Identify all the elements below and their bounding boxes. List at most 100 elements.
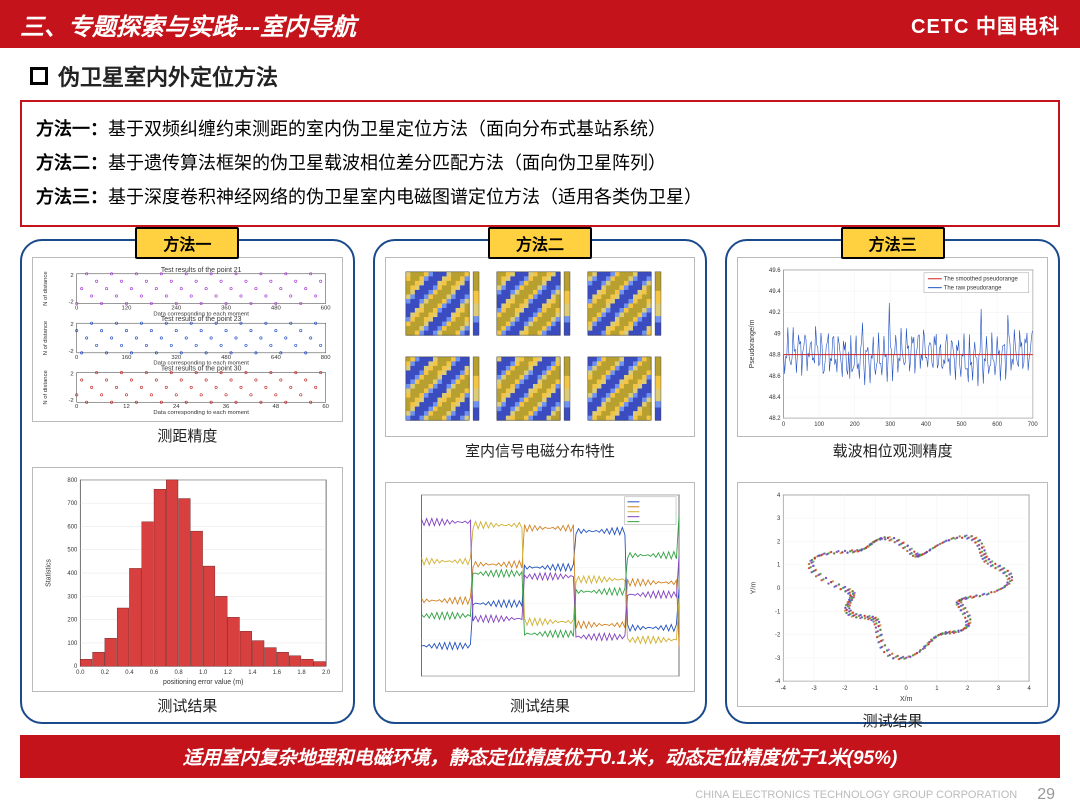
svg-text:positioning error value (m): positioning error value (m) xyxy=(163,679,243,686)
subtitle-row: 伪卫星室内外定位方法 xyxy=(0,48,1080,100)
panel-tab-2: 方法二 xyxy=(488,227,592,259)
chart-m3-line: 48.248.448.648.84949.249.449.60100200300… xyxy=(737,257,1048,437)
svg-text:0.0: 0.0 xyxy=(76,670,85,676)
svg-text:0: 0 xyxy=(75,354,79,360)
caption-m2-top: 室内信号电磁分布特性 xyxy=(385,440,696,461)
svg-text:-3: -3 xyxy=(812,686,818,692)
svg-text:0: 0 xyxy=(777,586,781,592)
svg-text:-2: -2 xyxy=(68,299,73,305)
svg-text:160: 160 xyxy=(122,354,133,360)
svg-text:48.8: 48.8 xyxy=(769,352,781,358)
svg-text:1.2: 1.2 xyxy=(224,670,232,676)
panel-method-2: 方法二 室内信号电磁分布特性 测试结果 xyxy=(373,239,708,724)
svg-text:Data corresponding to each mom: Data corresponding to each moment xyxy=(153,410,249,416)
header-bar: 三、专题探索与实践---室内导航 CETC 中国电科 xyxy=(0,0,1080,48)
svg-text:Pseudorange/m: Pseudorange/m xyxy=(749,319,756,368)
svg-text:The raw pseudorange: The raw pseudorange xyxy=(944,285,1002,291)
svg-text:-4: -4 xyxy=(781,686,787,692)
svg-text:200: 200 xyxy=(850,422,861,428)
svg-text:2.0: 2.0 xyxy=(322,670,331,676)
svg-text:1.8: 1.8 xyxy=(297,670,306,676)
method-2: 方法二：基于遗传算法框架的伪卫星载波相位差分匹配方法（面向伪卫星阵列） xyxy=(36,146,1044,180)
svg-text:N of distance: N of distance xyxy=(43,270,49,305)
svg-text:500: 500 xyxy=(957,422,968,428)
svg-text:48.4: 48.4 xyxy=(769,395,781,401)
svg-text:0: 0 xyxy=(75,404,79,410)
chart-m1-scatter: Test results of the point 21012024036048… xyxy=(32,257,343,422)
svg-text:4: 4 xyxy=(777,492,781,498)
svg-text:2: 2 xyxy=(70,371,73,377)
svg-text:500: 500 xyxy=(67,547,78,553)
caption-m2-bot: 测试结果 xyxy=(385,695,696,716)
svg-text:4: 4 xyxy=(1028,686,1032,692)
svg-text:300: 300 xyxy=(886,422,897,428)
panel-method-3: 方法三 48.248.448.648.84949.249.449.6010020… xyxy=(725,239,1060,724)
subtitle: 伪卫星室内外定位方法 xyxy=(58,60,278,92)
bottom-bar: 适用室内复杂地理和电磁环境，静态定位精度优于0.1米，动态定位精度优于1米(95… xyxy=(20,735,1060,778)
svg-text:X/m: X/m xyxy=(900,696,913,703)
svg-text:0.2: 0.2 xyxy=(101,670,109,676)
svg-text:1: 1 xyxy=(777,562,781,568)
svg-text:-4: -4 xyxy=(775,679,781,685)
svg-text:640: 640 xyxy=(271,354,282,360)
svg-text:-2: -2 xyxy=(775,632,780,638)
svg-text:Statistics: Statistics xyxy=(46,558,53,586)
svg-text:Y/m: Y/m xyxy=(751,581,758,594)
svg-text:The smoothed pseudorange: The smoothed pseudorange xyxy=(944,276,1019,282)
svg-text:2: 2 xyxy=(966,686,969,692)
svg-text:480: 480 xyxy=(271,305,282,311)
svg-text:0.6: 0.6 xyxy=(150,670,159,676)
panel-tab-1: 方法一 xyxy=(135,227,239,259)
methods-box: 方法一：基于双频纠缠约束测距的室内伪卫星定位方法（面向分布式基站系统） 方法二：… xyxy=(20,100,1060,227)
svg-text:3: 3 xyxy=(777,516,781,522)
svg-text:300: 300 xyxy=(67,594,78,600)
svg-text:1.4: 1.4 xyxy=(248,670,257,676)
caption-m1-top: 测距精度 xyxy=(32,425,343,446)
svg-text:100: 100 xyxy=(815,422,826,428)
svg-text:2: 2 xyxy=(777,539,780,545)
svg-text:-2: -2 xyxy=(68,398,73,404)
svg-text:1.6: 1.6 xyxy=(273,670,282,676)
svg-text:1: 1 xyxy=(936,686,940,692)
svg-text:48.2: 48.2 xyxy=(769,416,781,422)
panels-container: 方法一 Test results of the point 2101202403… xyxy=(0,227,1080,724)
svg-text:0: 0 xyxy=(905,686,909,692)
svg-text:-2: -2 xyxy=(842,686,847,692)
page-number: 29 xyxy=(1037,786,1055,804)
svg-text:Test results of the point 23: Test results of the point 23 xyxy=(161,316,242,323)
svg-text:2: 2 xyxy=(70,322,73,328)
svg-text:2: 2 xyxy=(70,272,73,278)
svg-text:700: 700 xyxy=(67,501,78,507)
svg-text:49: 49 xyxy=(774,331,781,337)
svg-text:-2: -2 xyxy=(68,348,73,354)
svg-text:120: 120 xyxy=(122,305,133,311)
svg-text:3: 3 xyxy=(997,686,1001,692)
caption-m1-bot: 测试结果 xyxy=(32,695,343,716)
footer-corp: CHINA ELECTRONICS TECHNOLOGY GROUP CORPO… xyxy=(695,789,1017,801)
panel-method-1: 方法一 Test results of the point 2101202403… xyxy=(20,239,355,724)
svg-text:700: 700 xyxy=(1028,422,1039,428)
svg-text:1.0: 1.0 xyxy=(199,670,208,676)
header-logo: CETC 中国电科 xyxy=(911,10,1060,39)
footer: CHINA ELECTRONICS TECHNOLOGY GROUP CORPO… xyxy=(695,786,1055,804)
caption-m3-bot: 测试结果 xyxy=(737,710,1048,731)
svg-text:100: 100 xyxy=(67,640,78,646)
bullet-icon xyxy=(30,67,48,85)
svg-text:49.4: 49.4 xyxy=(769,289,781,295)
svg-text:0.8: 0.8 xyxy=(174,670,183,676)
svg-text:49.6: 49.6 xyxy=(769,267,781,273)
svg-text:0: 0 xyxy=(75,305,79,311)
svg-text:400: 400 xyxy=(921,422,932,428)
svg-text:12: 12 xyxy=(123,404,130,410)
svg-text:0: 0 xyxy=(782,422,786,428)
panel-tab-3: 方法三 xyxy=(841,227,945,259)
chart-m2-timeseries xyxy=(385,482,696,692)
caption-m3-top: 载波相位观测精度 xyxy=(737,440,1048,461)
svg-text:200: 200 xyxy=(67,617,78,623)
svg-text:60: 60 xyxy=(322,404,329,410)
svg-text:600: 600 xyxy=(993,422,1004,428)
svg-text:-1: -1 xyxy=(873,686,879,692)
svg-text:-3: -3 xyxy=(775,655,781,661)
svg-text:Test results of the point 21: Test results of the point 21 xyxy=(161,266,242,273)
svg-text:400: 400 xyxy=(67,571,78,577)
